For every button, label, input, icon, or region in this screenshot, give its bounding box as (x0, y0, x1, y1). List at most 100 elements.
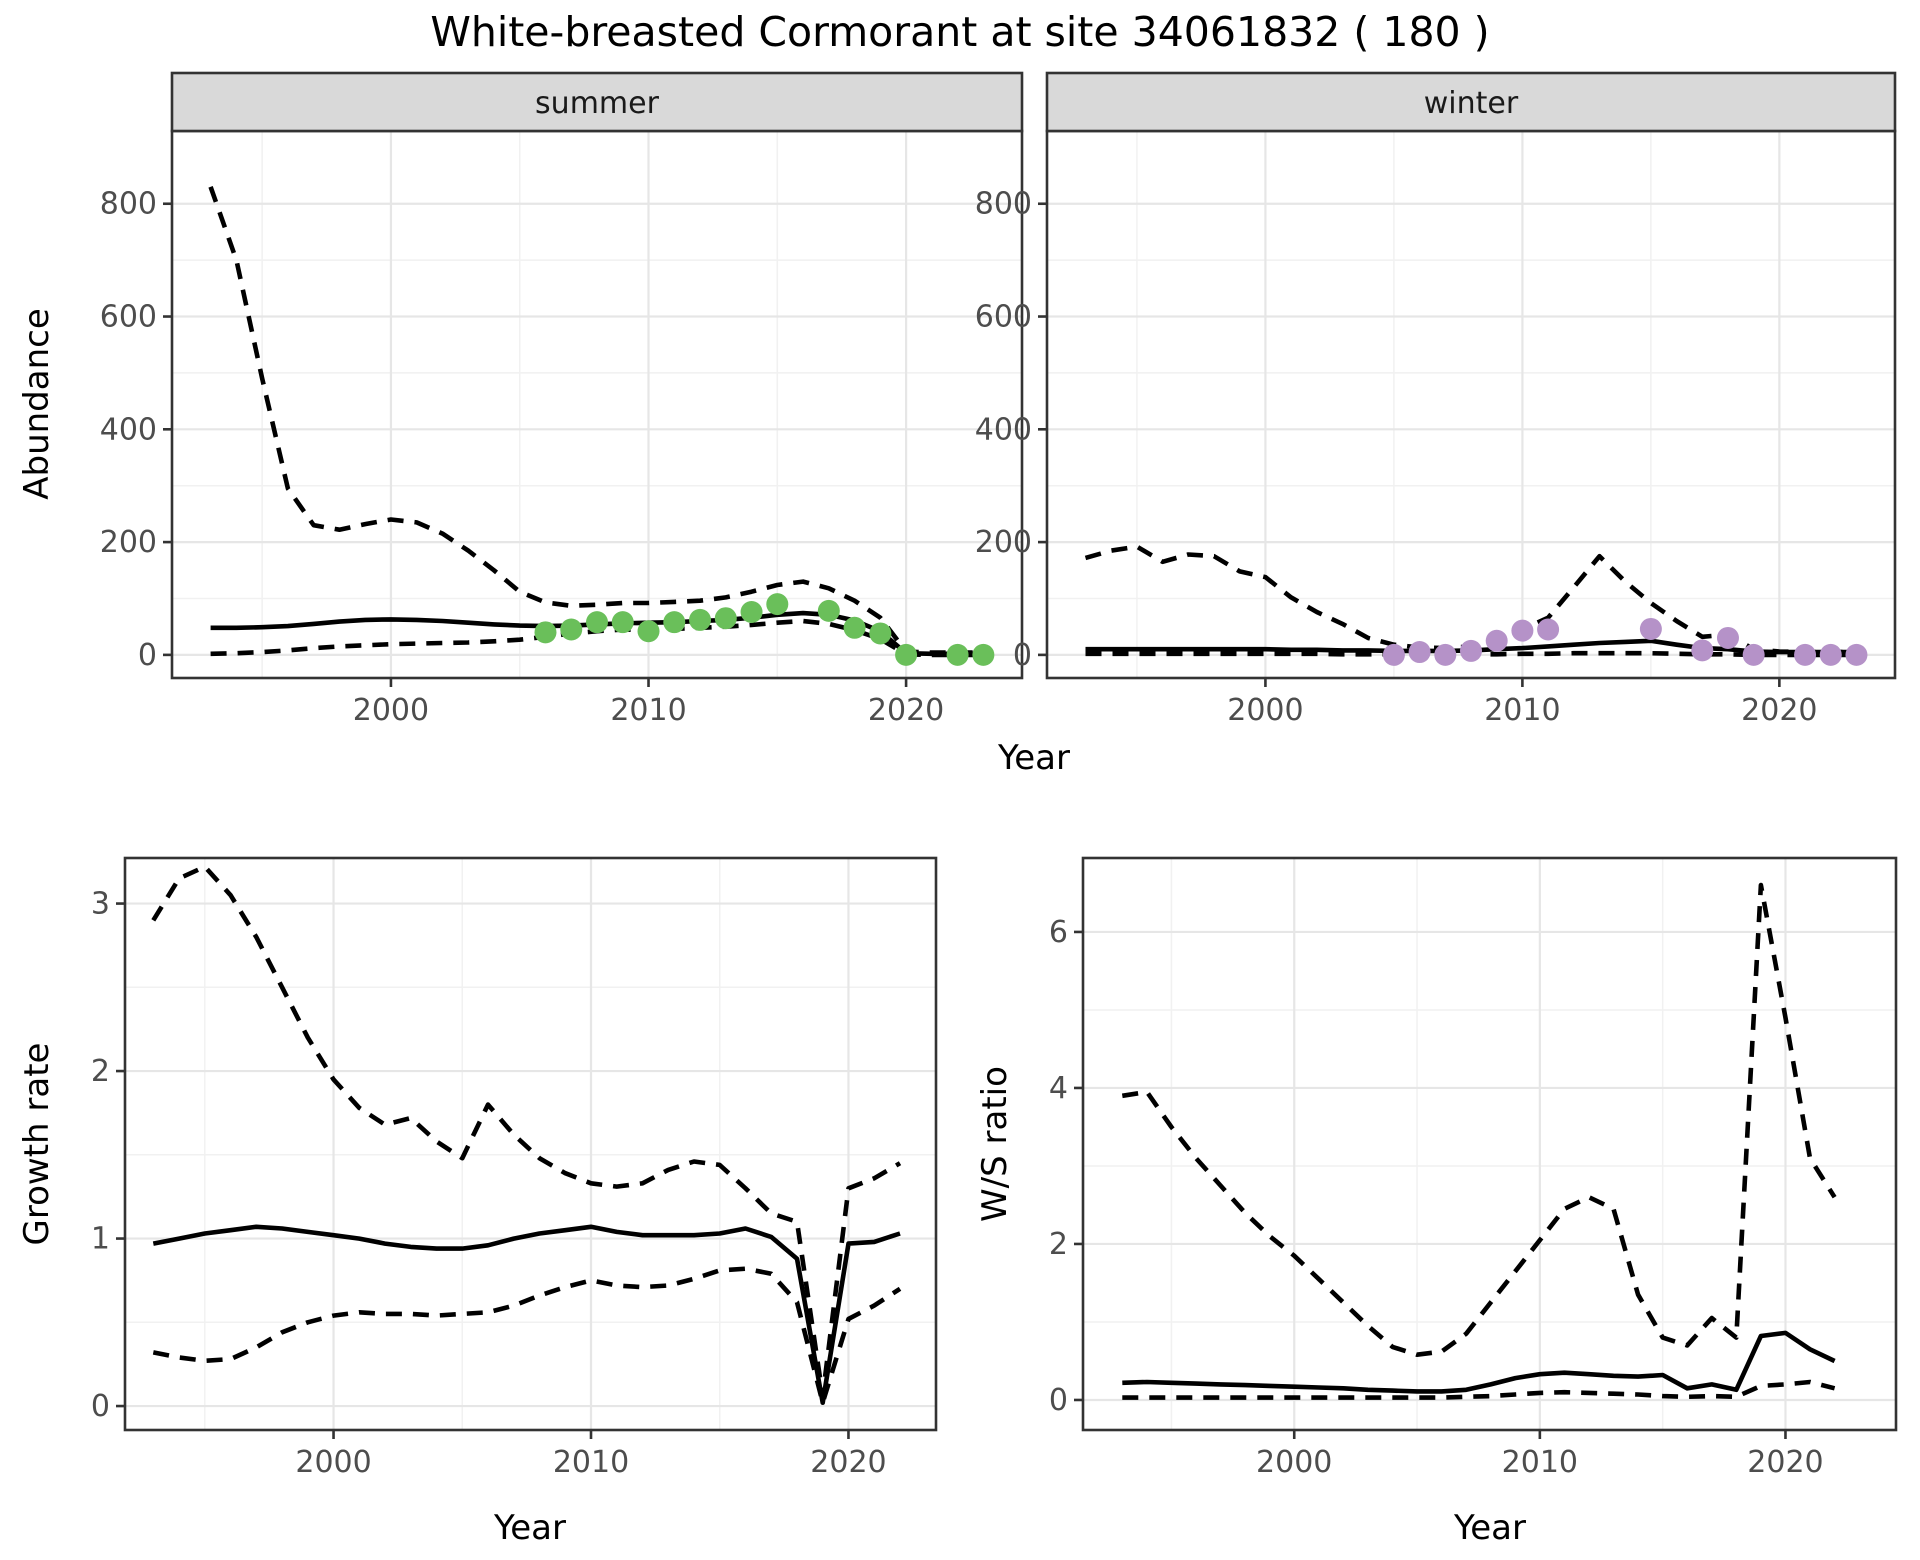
data-point (586, 611, 608, 634)
data-point (1691, 639, 1714, 662)
series-lower-ci-growth-rate (152, 1266, 902, 1405)
data-point (946, 643, 969, 666)
x-tick-label: 2010 (610, 693, 686, 728)
data-point (1794, 643, 1817, 666)
y-tick-label: 4 (1049, 1071, 1068, 1106)
y-tick-label: 200 (975, 525, 1032, 560)
y-tick-label: 200 (100, 525, 157, 560)
data-point (895, 643, 918, 666)
data-point (1845, 643, 1868, 666)
data-point (637, 620, 660, 643)
panel-summer: 2000 2010 2020 0 200 400 600 800 summer (100, 71, 1024, 728)
data-point (1434, 643, 1457, 666)
panel-ws-ratio: 2000 2010 2020 0 2 4 6 (1049, 856, 1898, 1480)
panel-border (123, 856, 938, 1432)
y-tick-label: 0 (1013, 638, 1032, 673)
facet-strip-label: winter (1424, 86, 1519, 121)
y-tick-label: 1 (91, 1222, 110, 1257)
data-point (714, 607, 737, 630)
x-tick-label: 2010 (1502, 1445, 1578, 1480)
y-axis-title-abundance: Abundance (17, 308, 57, 500)
panel-growth-rate: 2000 2010 2020 0 1 2 3 (91, 856, 938, 1480)
plot-background (172, 131, 1022, 678)
data-point (843, 616, 866, 639)
y-tick-label: 400 (975, 412, 1032, 447)
data-point (1460, 639, 1482, 662)
grid-major (1083, 858, 1896, 1430)
x-tick-label: 2000 (295, 1445, 371, 1480)
y-tick-label: 600 (975, 300, 1032, 335)
plot-background (125, 858, 936, 1430)
grid-minor (172, 131, 1022, 678)
y-tick-label: 0 (138, 638, 157, 673)
y-tick-label: 6 (1049, 915, 1068, 950)
data-point (766, 593, 789, 616)
data-point (817, 599, 840, 622)
y-tick-label: 2 (1049, 1227, 1068, 1262)
x-tick-label: 2000 (1227, 693, 1303, 728)
axis-ticks-growth-rate: 2000 2010 2020 0 1 2 3 (91, 887, 887, 1480)
chart-title: White-breasted Cormorant at site 3406183… (430, 8, 1490, 56)
series-fit-ws-ratio (1122, 1330, 1836, 1394)
x-tick-label: 2020 (868, 693, 944, 728)
series-observed-winter (1382, 617, 1868, 666)
axis-ticks-winter: 2000 2010 2020 0 200 400 600 800 (975, 187, 1818, 728)
data-point (1639, 617, 1662, 640)
series-lower-ci-ws-ratio (1122, 1379, 1836, 1400)
series-observed-summer (534, 593, 995, 666)
plot-background (1047, 131, 1895, 678)
data-point (1382, 643, 1405, 666)
y-tick-label: 0 (91, 1389, 110, 1424)
grid-minor (1083, 858, 1896, 1430)
y-tick-label: 2 (91, 1054, 110, 1089)
data-point (663, 611, 686, 634)
data-point (740, 601, 763, 624)
y-tick-label: 0 (1049, 1383, 1068, 1418)
y-tick-label: 600 (100, 300, 157, 335)
x-tick-label: 2000 (1256, 1445, 1332, 1480)
y-axis-title-growth-rate: Growth rate (17, 1042, 57, 1246)
x-axis-title-ws: Year (1454, 1508, 1526, 1548)
x-tick-label: 2020 (810, 1445, 886, 1480)
panel-border (1081, 856, 1898, 1432)
data-point (1408, 641, 1431, 664)
data-point (689, 608, 712, 631)
data-point (1537, 618, 1560, 641)
grid-minor (1047, 131, 1895, 678)
axis-ticks-summer: 2000 2010 2020 0 200 400 600 800 (100, 187, 945, 728)
data-point (972, 643, 995, 666)
grid-major (172, 131, 1022, 678)
data-point (1511, 619, 1534, 642)
series-upper-ci-ws-ratio (1121, 882, 1837, 1357)
x-axis-title-growth: Year (494, 1508, 566, 1548)
data-point (869, 622, 892, 645)
plot-background (1083, 858, 1896, 1430)
data-point (1485, 629, 1508, 652)
series-upper-ci-growth-rate (151, 864, 902, 1399)
panel-winter: 2000 2010 2020 0 200 400 600 800 winter (975, 71, 1897, 728)
data-point (1819, 643, 1842, 666)
series-upper-ci-summer (208, 186, 984, 655)
y-tick-label: 3 (91, 887, 110, 922)
data-point (1742, 643, 1765, 666)
facet-strip-summer: summer (170, 71, 1024, 133)
facet-strip-winter: winter (1045, 71, 1897, 133)
facet-strip-label: summer (535, 86, 660, 121)
y-tick-label: 800 (100, 187, 157, 222)
y-axis-title-ws-ratio: W/S ratio (975, 1066, 1015, 1222)
data-point (611, 611, 634, 634)
y-tick-label: 400 (100, 412, 157, 447)
data-point (560, 618, 583, 641)
x-tick-label: 2010 (553, 1445, 629, 1480)
data-point (1716, 626, 1739, 649)
grid-minor (125, 858, 936, 1430)
axis-ticks-ws-ratio: 2000 2010 2020 0 2 4 6 (1049, 915, 1824, 1480)
series-fit-growth-rate (152, 1224, 901, 1405)
x-tick-label: 2020 (1741, 693, 1817, 728)
x-tick-label: 2010 (1484, 693, 1560, 728)
x-tick-label: 2020 (1747, 1445, 1823, 1480)
x-axis-title-top: Year (998, 738, 1070, 778)
data-point (534, 621, 557, 644)
